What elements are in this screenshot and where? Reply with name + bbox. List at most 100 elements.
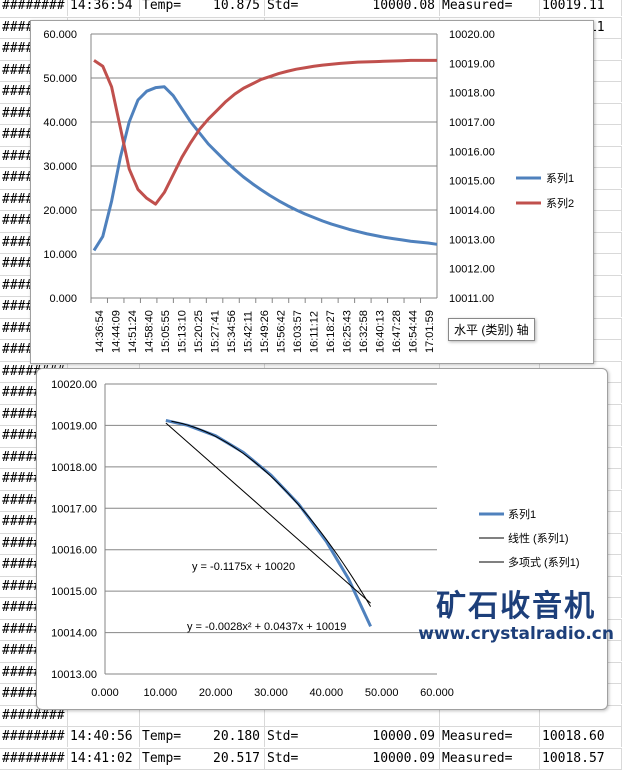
cell-value: 20.517 bbox=[213, 749, 260, 769]
y-left-tick-label: 40.000 bbox=[43, 117, 77, 129]
sheet-cell[interactable]: ######## bbox=[0, 0, 68, 16]
x-tick-label: 14:36:54 bbox=[94, 310, 106, 353]
watermark-title: 矿石收音机 bbox=[418, 590, 614, 624]
x-tick-label: 14:51:24 bbox=[127, 310, 139, 353]
sheet-row: ########14:41:02 Temp= 20.517 Std= 10000.09 M… bbox=[0, 749, 622, 770]
x-tick-label: 16:40:13 bbox=[374, 310, 386, 353]
x-tick-label: 0.000 bbox=[91, 687, 119, 699]
cell-text: Measured= bbox=[442, 0, 512, 13]
y-right-tick-label: 10020.00 bbox=[449, 29, 495, 41]
sheet-cell[interactable]: ######## bbox=[0, 727, 68, 747]
y-tick-label: 10013.00 bbox=[51, 669, 97, 681]
series-line-2 bbox=[94, 60, 437, 204]
y-tick-label: 10017.00 bbox=[51, 503, 97, 515]
x-tick-label: 15:34:56 bbox=[226, 310, 238, 353]
cell-text: Temp= bbox=[142, 751, 181, 766]
y-left-tick-label: 10.000 bbox=[43, 249, 77, 261]
y-left-tick-label: 20.000 bbox=[43, 205, 77, 217]
x-tick-label: 16:47:28 bbox=[391, 310, 403, 353]
x-tick-label: 40.000 bbox=[310, 687, 344, 699]
linear-trendline bbox=[166, 423, 371, 603]
x-tick-label: 15:56:42 bbox=[275, 310, 287, 353]
sheet-cell[interactable]: Measured= bbox=[440, 727, 540, 747]
cell-value: 10000.09 bbox=[372, 749, 435, 769]
cell-text: Std= bbox=[267, 729, 298, 744]
scatter-chart[interactable]: 10013.00 10014.00 10015.00 10016.00 10017.00… bbox=[36, 368, 608, 710]
x-tick-label: 16:18:27 bbox=[325, 310, 337, 353]
cell-text: Measured= bbox=[442, 729, 512, 744]
cell-value: 10000.08 bbox=[372, 0, 435, 16]
cell-text: 10018.60 bbox=[542, 729, 605, 744]
poly-trendline bbox=[171, 421, 370, 606]
x-tick-label: 15:42:11 bbox=[243, 311, 255, 353]
x-tick-label: 20.000 bbox=[199, 687, 233, 699]
y-right-tick-label: 10011.00 bbox=[449, 293, 494, 305]
cell-value: 10.875 bbox=[213, 0, 260, 16]
sheet-cell[interactable]: 14:41:02 bbox=[68, 749, 140, 769]
sheet-cell[interactable]: Temp= 10.875 bbox=[140, 0, 265, 16]
watermark-logo: 矿石收音机 www.crystalradio.cn bbox=[418, 590, 614, 644]
y-right-tick-label: 10019.00 bbox=[449, 58, 495, 70]
y-tick-label: 10015.00 bbox=[51, 586, 97, 598]
cell-text: Measured= bbox=[442, 751, 512, 766]
poly-equation: y = -0.0028x² + 0.0437x + 10019 bbox=[187, 621, 346, 633]
cell-text: 14:41:02 bbox=[70, 751, 133, 766]
x-tick-label: 17:01:59 bbox=[424, 310, 436, 353]
sheet-cell[interactable]: Std= 10000.09 bbox=[265, 749, 440, 769]
x-tick-label: 50.000 bbox=[365, 687, 399, 699]
cell-text: Temp= bbox=[142, 729, 181, 744]
sheet-cell[interactable]: Temp=20.180 bbox=[140, 727, 265, 747]
x-tick-label: 16:32:58 bbox=[358, 310, 370, 353]
sheet-cell[interactable]: 14:36:54 bbox=[68, 0, 140, 16]
cell-text: ######## bbox=[2, 0, 65, 13]
x-tick-label: 15:13:10 bbox=[177, 310, 189, 353]
sheet-cell[interactable]: ######## bbox=[0, 749, 68, 769]
y-left-tick-label: 30.000 bbox=[43, 161, 77, 173]
y-left-tick-label: 50.000 bbox=[43, 73, 77, 85]
x-tick-label: 16:25:43 bbox=[341, 310, 353, 353]
y-right-tick-label: 10012.00 bbox=[449, 264, 495, 276]
x-tick-label: 10.000 bbox=[144, 687, 178, 699]
cell-text: 10018.57 bbox=[542, 751, 605, 766]
sheet-cell[interactable]: 10018.60 bbox=[540, 727, 622, 747]
sheet-cell[interactable]: Measured= bbox=[440, 749, 540, 769]
y-right-tick-label: 10018.00 bbox=[449, 88, 495, 100]
sheet-cell[interactable]: 10019.11 bbox=[540, 0, 622, 16]
y-right-tick-label: 10015.00 bbox=[449, 176, 495, 188]
legend-label: 线性 (系列1) bbox=[508, 531, 569, 545]
x-tick-label: 15:49:26 bbox=[259, 310, 271, 353]
legend-label: 系列2 bbox=[546, 196, 574, 210]
sheet-cell[interactable]: 10018.57 bbox=[540, 749, 622, 769]
y-tick-label: 10014.00 bbox=[51, 628, 97, 640]
axis-tooltip: 水平 (类别) 轴 bbox=[448, 318, 535, 341]
cell-text: Std= bbox=[267, 751, 298, 766]
x-tick-label: 15:05:55 bbox=[160, 310, 172, 353]
y-right-tick-label: 10013.00 bbox=[449, 234, 495, 246]
x-tick-label: 15:27:41 bbox=[210, 310, 222, 353]
sheet-cell[interactable]: Measured= bbox=[440, 0, 540, 16]
sheet-cell[interactable]: Std=10000.09 bbox=[265, 727, 440, 747]
cell-text: ######## bbox=[2, 729, 65, 744]
cell-text: 14:36:54 bbox=[70, 0, 133, 13]
y-right-tick-label: 10017.00 bbox=[449, 117, 495, 129]
x-tick-label: 16:11:12 bbox=[308, 311, 320, 353]
legend-label: 系列1 bbox=[508, 507, 536, 521]
scatter-series-line bbox=[166, 420, 371, 626]
cell-text: Temp= bbox=[142, 0, 181, 13]
y-tick-label: 10020.00 bbox=[51, 379, 97, 391]
y-tick-label: 10016.00 bbox=[51, 545, 97, 557]
y-left-tick-label: 60.000 bbox=[43, 29, 77, 41]
y-right-tick-label: 10014.00 bbox=[449, 205, 495, 217]
legend-label: 系列1 bbox=[546, 171, 574, 185]
y-tick-label: 10018.00 bbox=[51, 462, 97, 474]
cell-text: 10019.11 bbox=[542, 0, 605, 13]
watermark-url: www.crystalradio.cn bbox=[418, 624, 614, 644]
sheet-cell[interactable]: Std= 10000.08 bbox=[265, 0, 440, 16]
sheet-cell[interactable]: 14:40:56 bbox=[68, 727, 140, 747]
sheet-cell[interactable]: Temp= 20.517 bbox=[140, 749, 265, 769]
y-right-tick-label: 10016.00 bbox=[449, 146, 495, 158]
cell-text: Std= bbox=[267, 0, 298, 13]
legend-label: 多项式 (系列1) bbox=[508, 555, 580, 569]
